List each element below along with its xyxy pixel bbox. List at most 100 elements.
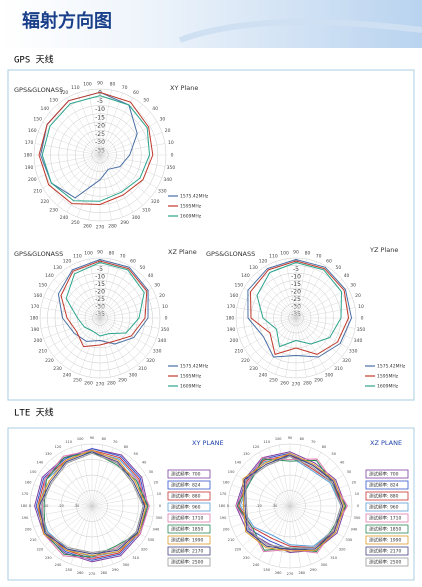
series-line (65, 262, 145, 337)
grid-spoke (91, 505, 124, 560)
angle-tick-label: 80 (300, 437, 304, 441)
angle-tick-label: 140 (37, 460, 44, 464)
legend-box (365, 469, 409, 479)
angle-tick-label: 40 (142, 460, 146, 464)
angle-tick-label: 110 (71, 85, 80, 91)
legend-box (365, 546, 409, 556)
grid-spoke (279, 505, 291, 568)
legend-label: 1575.42MHz (180, 194, 209, 200)
grid-spoke (33, 484, 93, 507)
legend-box (365, 557, 409, 567)
grid-spoke (99, 279, 147, 319)
grid-spoke (99, 307, 160, 319)
angle-tick-label: 100 (77, 437, 84, 441)
grid-spoke (289, 444, 301, 507)
legend-box (365, 491, 409, 501)
angle-tick-label: 220 (45, 358, 54, 364)
grid-spoke (89, 258, 101, 319)
legend-label: 1595MHz (180, 204, 202, 210)
angle-tick-label: 250 (263, 568, 270, 572)
angle-tick-label: 330 (158, 189, 167, 195)
angle-tick-label: 290 (112, 568, 119, 572)
angle-tick-label: 90 (97, 81, 103, 87)
angle-tick-label: 50 (133, 452, 137, 456)
grid-spoke (275, 261, 297, 319)
angle-tick-label: 190 (31, 327, 40, 333)
angle-tick-label: 320 (151, 199, 160, 205)
angle-tick-label: 310 (132, 556, 139, 560)
legend-box (167, 480, 211, 490)
chart-title: XY PLANE (192, 439, 224, 447)
legend-label: 测试频率: 824 (369, 482, 399, 489)
grid-spoke (99, 287, 153, 319)
angle-tick-label: 20 (355, 293, 361, 299)
grid-spoke (99, 121, 158, 156)
angle-tick-label: 310 (334, 366, 343, 372)
grid-spoke (66, 97, 101, 156)
series-line (34, 448, 149, 563)
grid-spoke (91, 474, 146, 507)
chart-title: YZ Plane (369, 246, 398, 254)
angle-tick-label: 40 (148, 273, 154, 279)
grid-spoke (79, 261, 101, 319)
series-line (245, 455, 342, 549)
grid-spoke (99, 297, 157, 319)
legend-label: 测试频率: 824 (171, 482, 201, 489)
legend-label: 测试频率: 1850 (171, 526, 204, 533)
angle-tick-label: 260 (275, 571, 282, 575)
grid-spoke (88, 89, 101, 156)
angle-tick-label: 0 (361, 316, 364, 322)
angle-tick-label: 110 (65, 440, 72, 444)
legend-label: 1609MHz (377, 384, 399, 390)
legend-box (365, 502, 409, 512)
angle-tick-label: 90 (97, 250, 103, 256)
grid-spoke (295, 261, 317, 319)
angle-tick-label: 30 (154, 283, 160, 289)
grid-spoke (295, 271, 335, 319)
grid-spoke (40, 307, 101, 319)
grid-spoke (258, 505, 291, 560)
grid-spoke (99, 154, 151, 198)
angle-tick-label: 340 (163, 177, 172, 183)
grid-spoke (257, 271, 297, 319)
grid-spoke (60, 505, 93, 560)
angle-tick-label: 170 (25, 140, 34, 146)
legend-box (365, 535, 409, 545)
angle-tick-label: 0 (171, 153, 174, 159)
grid-spoke (295, 258, 307, 319)
grid-spoke (295, 265, 327, 319)
angle-tick-label: 210 (30, 538, 37, 542)
angle-tick-label: 200 (34, 338, 43, 344)
angle-tick-label: 200 (25, 527, 32, 531)
angle-tick-label: 130 (243, 452, 250, 456)
angle-tick-label: 190 (220, 516, 227, 520)
grid-spoke (43, 317, 101, 339)
angle-tick-label: 20 (159, 293, 165, 299)
grid-spoke (37, 132, 101, 156)
angle-tick-label: 70 (316, 253, 322, 259)
angle-tick-label: 60 (326, 258, 332, 264)
grid-spoke (53, 279, 101, 319)
angle-tick-label: 330 (153, 349, 162, 355)
angle-tick-label: 260 (83, 223, 92, 229)
angle-tick-label: 100 (83, 82, 92, 88)
grid-spoke (236, 307, 297, 319)
angle-tick-label: 220 (41, 199, 50, 205)
angle-tick-label: 120 (253, 445, 260, 449)
angle-tick-label: 300 (325, 373, 334, 379)
legend-box (167, 491, 211, 501)
grid-spoke (295, 317, 317, 375)
grid-spoke (91, 505, 146, 538)
angle-tick-label: 160 (223, 481, 230, 485)
series-line (38, 451, 146, 555)
legend-label: 测试频率: 2500 (171, 559, 204, 566)
grid-spoke (99, 132, 163, 156)
grid-spoke (289, 505, 301, 568)
grid-spoke (88, 154, 101, 221)
series-line (250, 260, 349, 355)
series-line (236, 458, 347, 553)
angle-tick-label: 20 (165, 128, 171, 134)
angle-tick-label: 320 (339, 548, 346, 552)
angle-tick-label: 50 (143, 97, 149, 103)
